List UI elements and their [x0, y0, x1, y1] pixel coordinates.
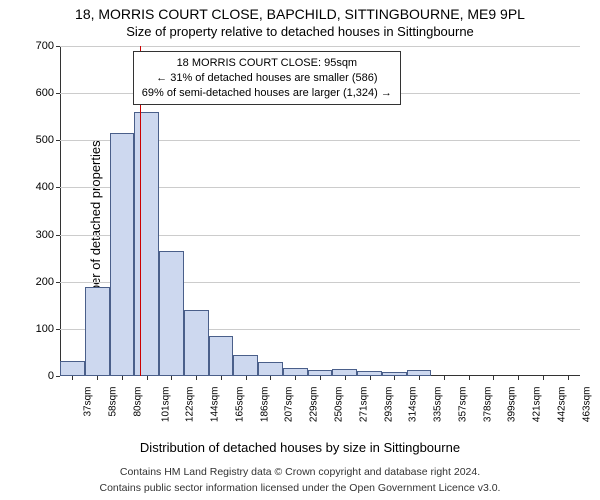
xtick-mark [196, 376, 197, 380]
xtick-label: 58sqm [106, 387, 119, 417]
ytick-label: 300 [36, 229, 60, 241]
x-axis-label: Distribution of detached houses by size … [0, 440, 600, 455]
annotation-line2: ← 31% of detached houses are smaller (58… [142, 71, 392, 86]
ytick-label: 700 [36, 40, 60, 52]
xtick-mark [295, 376, 296, 380]
footer-line2: Contains public sector information licen… [0, 482, 600, 494]
xtick-label: 250sqm [331, 387, 344, 423]
xtick-mark [370, 376, 371, 380]
xtick-label: 186sqm [257, 387, 270, 423]
ytick-label: 600 [36, 87, 60, 99]
histogram-bar [283, 368, 308, 376]
xtick-label: 165sqm [232, 387, 245, 423]
histogram-bar [60, 361, 85, 376]
xtick-mark [568, 376, 569, 380]
xtick-mark [221, 376, 222, 380]
xtick-label: 144sqm [207, 387, 220, 423]
xtick-label: 421sqm [529, 387, 542, 423]
xtick-mark [72, 376, 73, 380]
plot-area: 010020030040050060070037sqm58sqm80sqm101… [60, 46, 580, 376]
xtick-mark [444, 376, 445, 380]
xtick-label: 271sqm [356, 387, 369, 423]
xtick-label: 378sqm [480, 387, 493, 423]
xtick-label: 229sqm [307, 387, 320, 423]
chart-title-line1: 18, MORRIS COURT CLOSE, BAPCHILD, SITTIN… [0, 6, 600, 22]
xtick-mark [246, 376, 247, 380]
ytick-label: 200 [36, 276, 60, 288]
histogram-bar [258, 362, 283, 376]
xtick-label: 37sqm [81, 387, 94, 417]
histogram-bar [209, 336, 234, 376]
ytick-label: 500 [36, 134, 60, 146]
xtick-mark [320, 376, 321, 380]
ytick-label: 100 [36, 323, 60, 335]
xtick-mark [270, 376, 271, 380]
ytick-label: 400 [36, 181, 60, 193]
xtick-mark [543, 376, 544, 380]
xtick-label: 335sqm [430, 387, 443, 423]
chart-title-line2: Size of property relative to detached ho… [0, 24, 600, 39]
xtick-label: 80sqm [130, 387, 143, 417]
footer-line1: Contains HM Land Registry data © Crown c… [0, 466, 600, 478]
annotation-line3: 69% of semi-detached houses are larger (… [142, 86, 392, 101]
xtick-mark [97, 376, 98, 380]
xtick-label: 463sqm [579, 387, 592, 423]
histogram-bar [110, 133, 135, 376]
ytick-label: 0 [48, 370, 60, 382]
annotation-line1: 18 MORRIS COURT CLOSE: 95sqm [142, 56, 392, 71]
xtick-label: 207sqm [282, 387, 295, 423]
histogram-bar [85, 287, 110, 376]
xtick-mark [122, 376, 123, 380]
xtick-mark [419, 376, 420, 380]
histogram-bar [332, 369, 357, 376]
xtick-mark [345, 376, 346, 380]
xtick-label: 293sqm [381, 387, 394, 423]
histogram-bar [134, 112, 159, 376]
xtick-label: 122sqm [183, 387, 196, 423]
xtick-mark [518, 376, 519, 380]
xtick-mark [147, 376, 148, 380]
histogram-bar [159, 251, 184, 376]
xtick-label: 357sqm [455, 387, 468, 423]
xtick-label: 399sqm [505, 387, 518, 423]
chart-container: 18, MORRIS COURT CLOSE, BAPCHILD, SITTIN… [0, 0, 600, 500]
xtick-mark [469, 376, 470, 380]
histogram-bar [233, 355, 258, 376]
xtick-mark [394, 376, 395, 380]
xtick-mark [493, 376, 494, 380]
xtick-label: 101sqm [158, 387, 171, 423]
xtick-label: 442sqm [554, 387, 567, 423]
gridline [60, 46, 580, 47]
annotation-box: 18 MORRIS COURT CLOSE: 95sqm ← 31% of de… [133, 51, 401, 106]
histogram-bar [184, 310, 209, 376]
xtick-mark [171, 376, 172, 380]
xtick-label: 314sqm [406, 387, 419, 423]
